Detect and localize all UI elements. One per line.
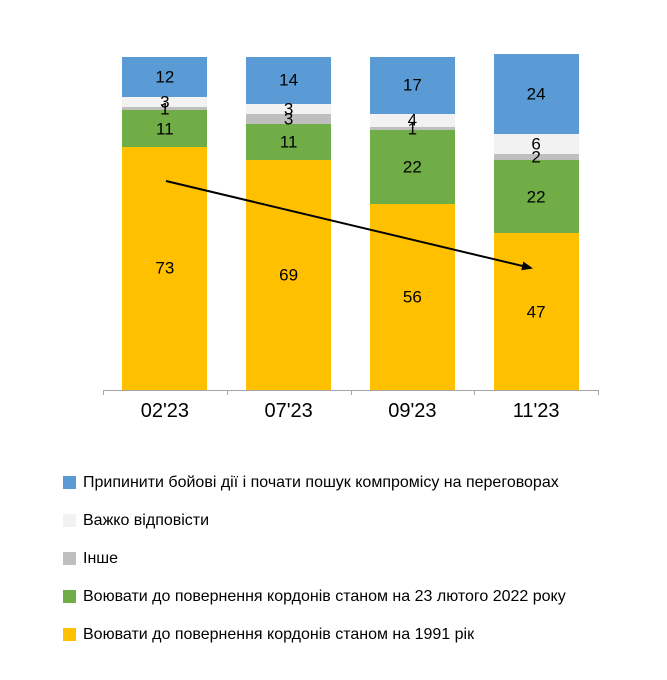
bar-segment: 22 (369, 130, 455, 204)
bar-segment: 14 (246, 57, 332, 104)
bar-segment: 12 (122, 57, 208, 97)
bar-segment: 22 (493, 160, 579, 234)
legend-label: Воювати до повернення кордонів станом на… (83, 625, 475, 643)
bar-segment: 1 (122, 100, 208, 117)
x-axis-tick (598, 390, 599, 395)
legend-item: Інше (63, 547, 566, 570)
x-axis-tick (103, 390, 104, 395)
segment-value-label: 47 (526, 302, 546, 322)
legend-swatch-icon (63, 590, 76, 603)
segment-value-label: 56 (402, 287, 422, 307)
legend-item: Важко відповісти (63, 509, 566, 532)
x-axis-tick (226, 390, 228, 395)
bar-segment: 4 (369, 110, 455, 130)
segment-value-label: 17 (402, 75, 422, 95)
bar-segment: 3 (122, 93, 208, 110)
segment-value-label: 1 (160, 99, 170, 119)
x-axis-tick (474, 390, 476, 395)
segment-value-label: 3 (283, 99, 294, 119)
bar-segment: 11 (246, 123, 332, 161)
x-axis-label: 07'23 (264, 400, 313, 422)
segment-value-label: 22 (402, 157, 422, 177)
bar-segment: 2 (493, 148, 579, 165)
legend: Припинити бойові дії і почати пошук комп… (63, 471, 566, 646)
bar-segment: 56 (369, 203, 455, 390)
segment-value-label: 24 (526, 84, 546, 104)
legend-swatch-icon (63, 628, 76, 641)
x-axis-label: 09'23 (388, 400, 437, 422)
bar-11'23: 24 6 2 22 47 (493, 53, 579, 390)
x-axis-label: 11'23 (512, 400, 560, 422)
legend-item: Воювати до повернення кордонів станом на… (63, 623, 566, 646)
legend-item: Воювати до повернення кордонів станом на… (63, 585, 566, 608)
bar-02'23: 12 3 1 11 73 (122, 57, 208, 390)
legend-item: Припинити бойові дії і почати пошук комп… (63, 471, 566, 494)
segment-value-label: 11 (279, 132, 298, 152)
segment-value-label: 2 (531, 147, 541, 167)
bar-segment: 17 (369, 57, 455, 114)
segment-value-label: 11 (156, 119, 174, 139)
bar-07'23: 14 3 3 11 69 (246, 57, 332, 390)
bar-segment: 47 (493, 233, 579, 390)
segment-value-label: 4 (407, 110, 418, 130)
bar-09'23: 17 4 1 22 56 (369, 57, 455, 390)
segment-value-label: 3 (160, 92, 170, 112)
segment-value-label: 14 (279, 70, 299, 90)
x-axis-tick (350, 390, 352, 395)
legend-label: Інше (83, 549, 119, 567)
legend-swatch-icon (63, 552, 76, 565)
bar-segment: 69 (246, 160, 332, 390)
bar-segment: 11 (122, 110, 208, 147)
bar-segment: 73 (122, 146, 208, 390)
bar-segment: 3 (246, 110, 332, 127)
legend-label: Воювати до повернення кордонів станом на… (83, 587, 566, 605)
segment-value-label: 1 (407, 119, 418, 139)
bar-segment: 1 (369, 120, 455, 137)
bar-segment: 3 (246, 100, 332, 117)
legend-label: Важко відповісти (83, 511, 210, 529)
legend-label: Припинити бойові дії і почати пошук комп… (83, 473, 559, 491)
segment-value-label: 6 (531, 134, 541, 154)
segment-value-label: 12 (155, 67, 175, 87)
bar-segment: 6 (493, 133, 579, 154)
segment-value-label: 73 (155, 258, 175, 278)
x-axis-label: 02'23 (140, 400, 190, 422)
legend-swatch-icon (63, 514, 76, 527)
segment-value-label: 69 (279, 265, 299, 285)
segment-value-label: 3 (283, 109, 294, 129)
plot-area: 12 3 1 11 73 02'23 14 3 3 11 69 07'23 17 4 1 22 56 09'23 2… (103, 53, 599, 422)
bar-segment: 24 (493, 53, 579, 134)
legend-swatch-icon (63, 476, 76, 489)
segment-value-label: 22 (526, 187, 546, 207)
